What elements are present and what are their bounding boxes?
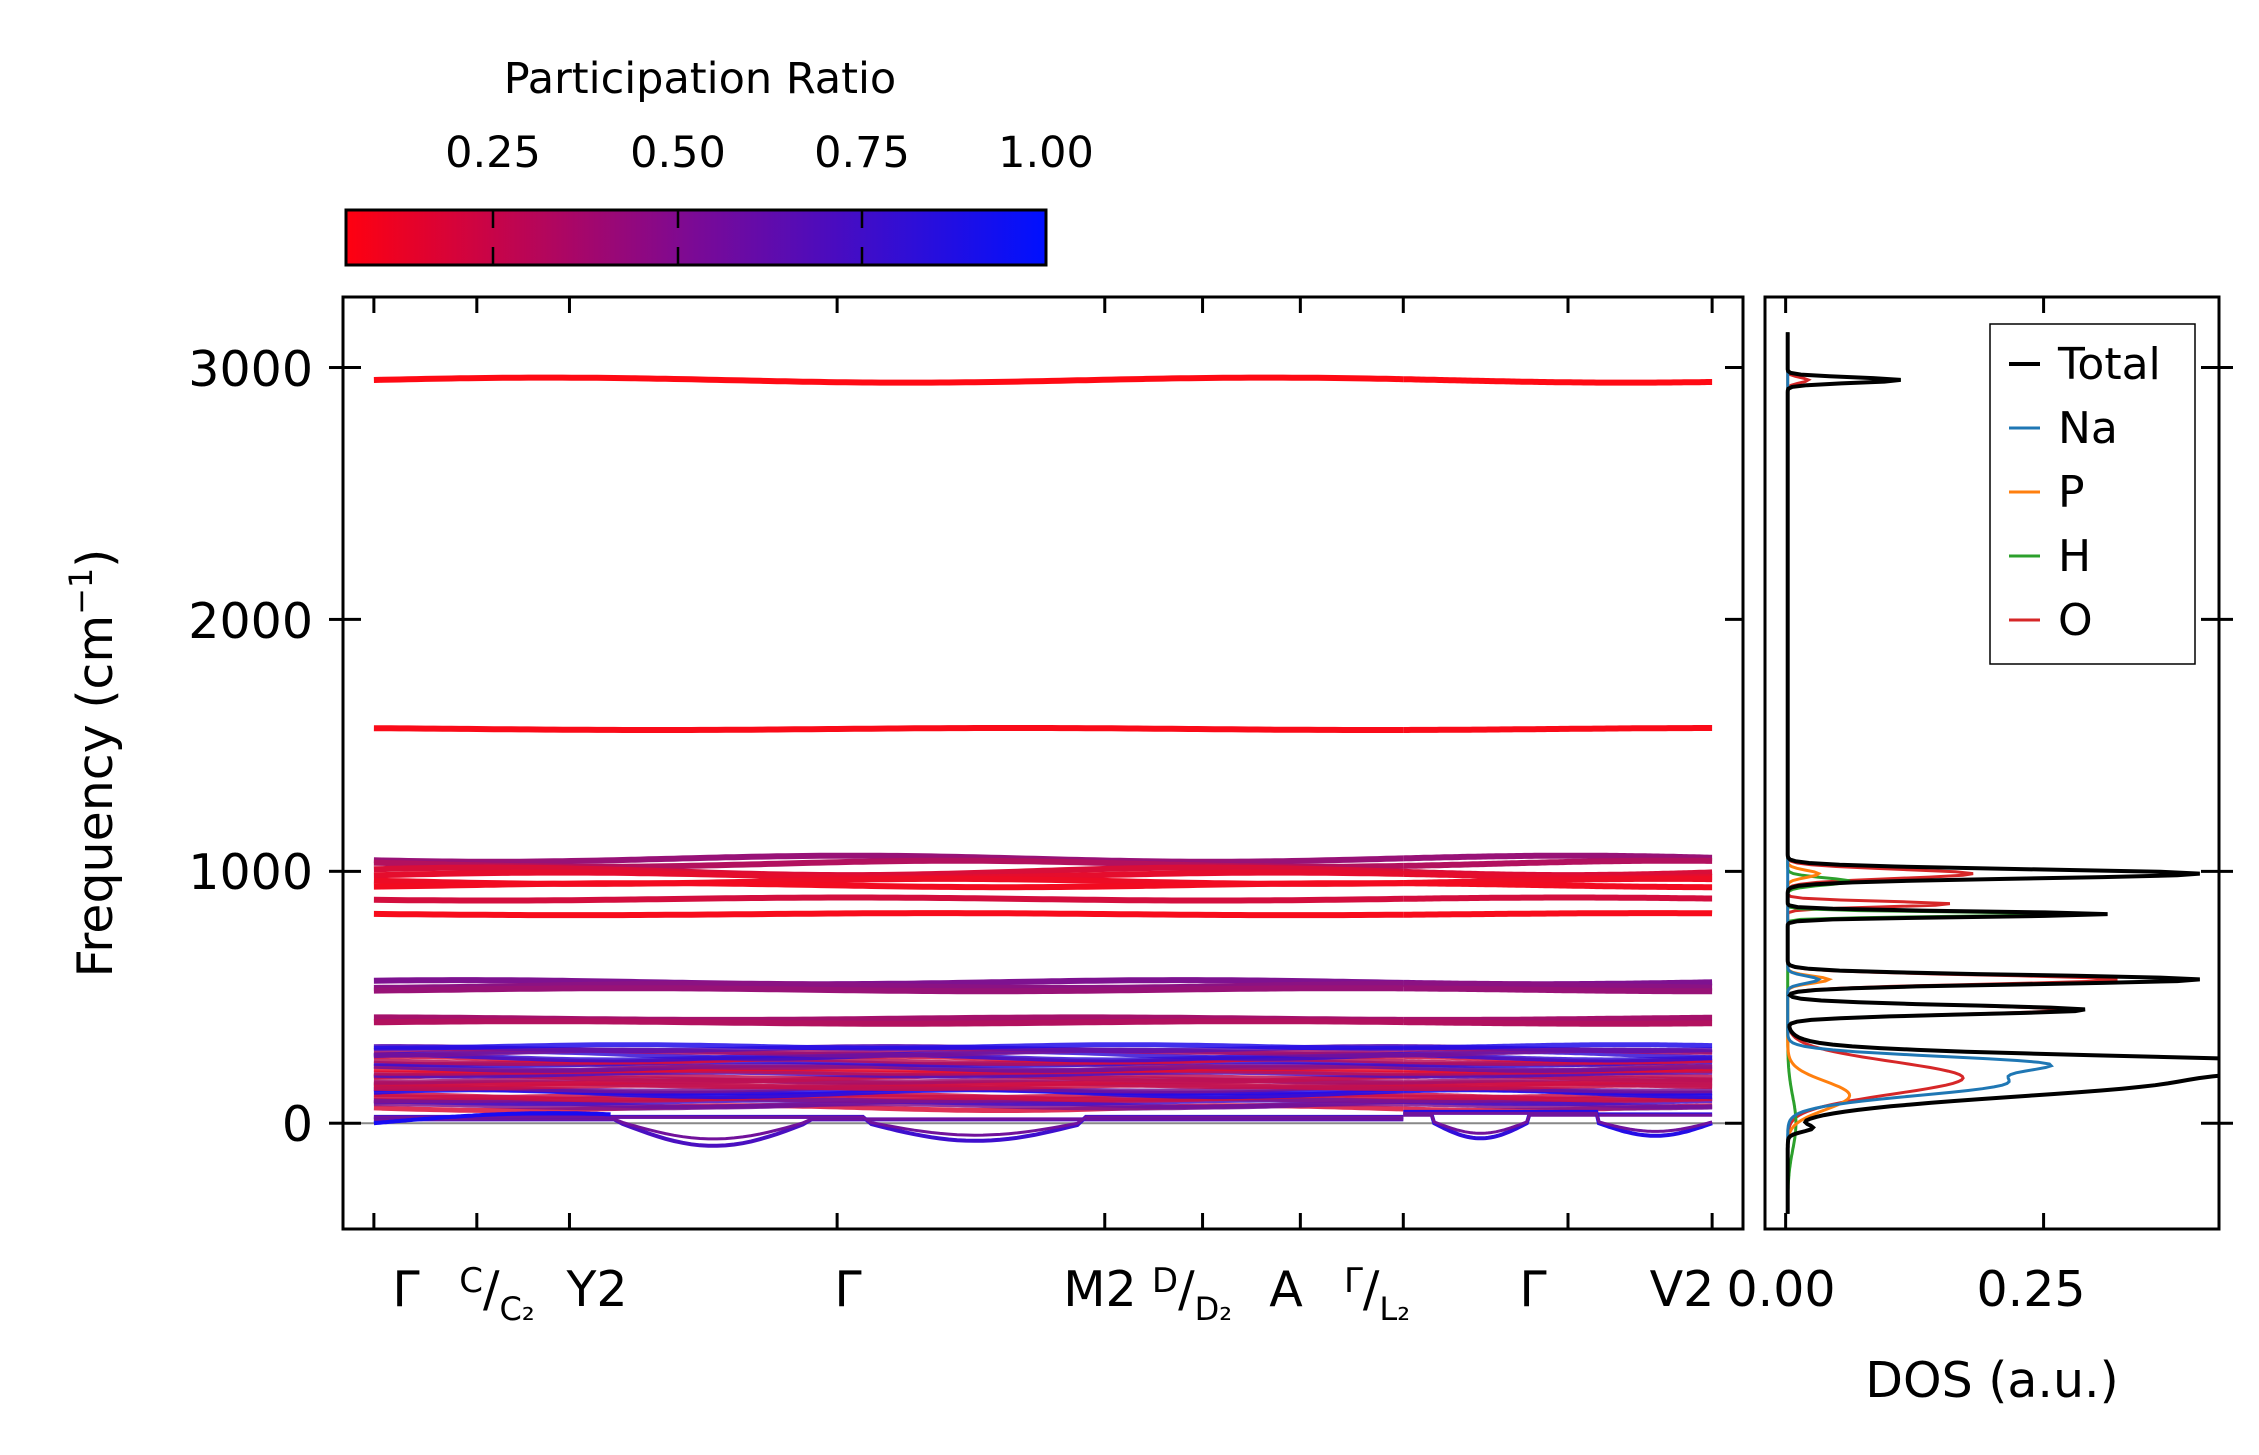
legend-frame: [1989, 323, 2196, 665]
kpoint-label-d: D/D₂: [1152, 1261, 1232, 1328]
colorbar-tick-label: 0.75: [814, 128, 910, 178]
kpoint-sub: D₂: [1195, 1290, 1232, 1328]
legend-label-p: P: [2058, 467, 2085, 518]
colorbar-tick-label: 1.00: [998, 128, 1094, 178]
optical-band-line: [373, 1018, 1404, 1027]
kpoint-sub: C₂: [500, 1290, 535, 1328]
band-line: [373, 1042, 1404, 1051]
kpoint-label-v2: V2: [1650, 1261, 1715, 1318]
optical-band-line: [373, 725, 1404, 733]
legend: Total Na P H O: [1989, 323, 2196, 665]
y-tick-label: 1000: [188, 844, 313, 901]
kpoint-label-l2: Γ/L₂: [1344, 1261, 1410, 1328]
kpoint-sup: D: [1152, 1261, 1178, 1301]
acoustic-band-line: [373, 1111, 611, 1126]
colorbar-label: Participation Ratio: [504, 54, 897, 104]
acoustic-band-line: [1403, 1113, 1713, 1135]
colorbar-tick-label: 0.50: [630, 128, 726, 178]
kpoint-main: M: [1063, 1261, 1105, 1318]
kpoint-sup: Γ: [1344, 1261, 1363, 1301]
acoustic-band-line: [373, 1115, 1404, 1137]
kpoint-sub: 2: [1683, 1261, 1714, 1318]
dos-x-tick-label: 0.25: [1976, 1261, 2085, 1318]
optical-band-line: [1403, 1019, 1713, 1027]
optical-band-line: [1403, 1014, 1713, 1023]
y-axis-label: Frequency (cm−1): [62, 549, 124, 978]
kpoint-slash: /: [483, 1261, 500, 1318]
optical-band-line: [1403, 857, 1713, 869]
y-tick-label: 3000: [188, 341, 313, 398]
optical-band-line: [373, 880, 1404, 891]
optical-band-line: [1403, 980, 1713, 991]
y-axis-label-exponent: −1: [62, 568, 100, 615]
dos-panel: 0.00 0.25 DOS (a.u.) Total Na P H O: [1726, 295, 2233, 1409]
kpoint-label-m2: M2: [1063, 1261, 1136, 1318]
kpoint-label-a: A: [1269, 1261, 1303, 1318]
optical-band-line: [1403, 880, 1713, 891]
optical-band-line: [1403, 376, 1713, 386]
optical-band-line: [1403, 985, 1713, 995]
kpoint-sup: C: [459, 1261, 483, 1301]
optical-band-line: [1403, 910, 1713, 918]
colorbar-gradient: [344, 208, 1048, 267]
kpoint-label-y2: Y2: [565, 1261, 627, 1318]
colorbar: Participation Ratio 0.25 0.50 0.75 1.00: [344, 54, 1094, 267]
kpoint-label-gamma: Γ: [834, 1261, 862, 1318]
kpoint-sub: L₂: [1379, 1290, 1410, 1328]
band-line: [1403, 1042, 1713, 1051]
kpoint-label-c: C/C₂: [459, 1261, 534, 1328]
legend-label-na: Na: [2058, 403, 2118, 454]
legend-label-o: O: [2058, 595, 2093, 646]
kpoint-main: Y: [565, 1261, 597, 1318]
dos-plot-frame: [1763, 295, 2221, 1231]
optical-band-line: [373, 374, 1404, 386]
legend-label-h: H: [2058, 531, 2091, 582]
colorbar-tick-label: 0.25: [445, 128, 541, 178]
acoustic-band-line: [373, 1117, 1404, 1141]
optical-band-line: [373, 852, 1404, 865]
optical-band-line: [373, 894, 1404, 904]
optical-band-line: [1403, 852, 1713, 862]
dos-x-axis-label: DOS (a.u.): [1865, 1352, 2118, 1409]
y-axis-label-text: Frequency (cm: [67, 615, 124, 978]
kpoint-slash: /: [1178, 1261, 1195, 1318]
optical-band-line: [1403, 725, 1713, 733]
kpoint-sub: 2: [596, 1261, 627, 1318]
band-plot-frame: [341, 295, 1745, 1231]
optical-band-line: [373, 910, 1404, 919]
optical-band-line: [1403, 894, 1713, 902]
kpoint-main: V: [1650, 1261, 1684, 1318]
y-tick-label: 2000: [188, 593, 313, 650]
kpoint-label-gamma: Γ: [392, 1261, 420, 1318]
y-axis-label-close: ): [67, 549, 124, 568]
legend-label-total: Total: [2057, 339, 2161, 390]
y-tick-label: 0: [282, 1096, 313, 1153]
dos-series-total: [1785, 332, 2219, 1214]
dos-x-tick-label: 0.00: [1726, 1261, 1835, 1318]
optical-band-line: [373, 985, 1404, 995]
kpoint-slash: /: [1363, 1261, 1380, 1318]
dos-series-p: [1786, 332, 1852, 1214]
kpoint-sub: 2: [1106, 1261, 1137, 1318]
acoustic-band-line: [1403, 1111, 1713, 1133]
kpoint-label-gamma: Γ: [1519, 1261, 1547, 1318]
band-structure-panel: Frequency (cm−1) 0 1000 2000 3000 Γ C/C₂…: [62, 295, 1745, 1328]
